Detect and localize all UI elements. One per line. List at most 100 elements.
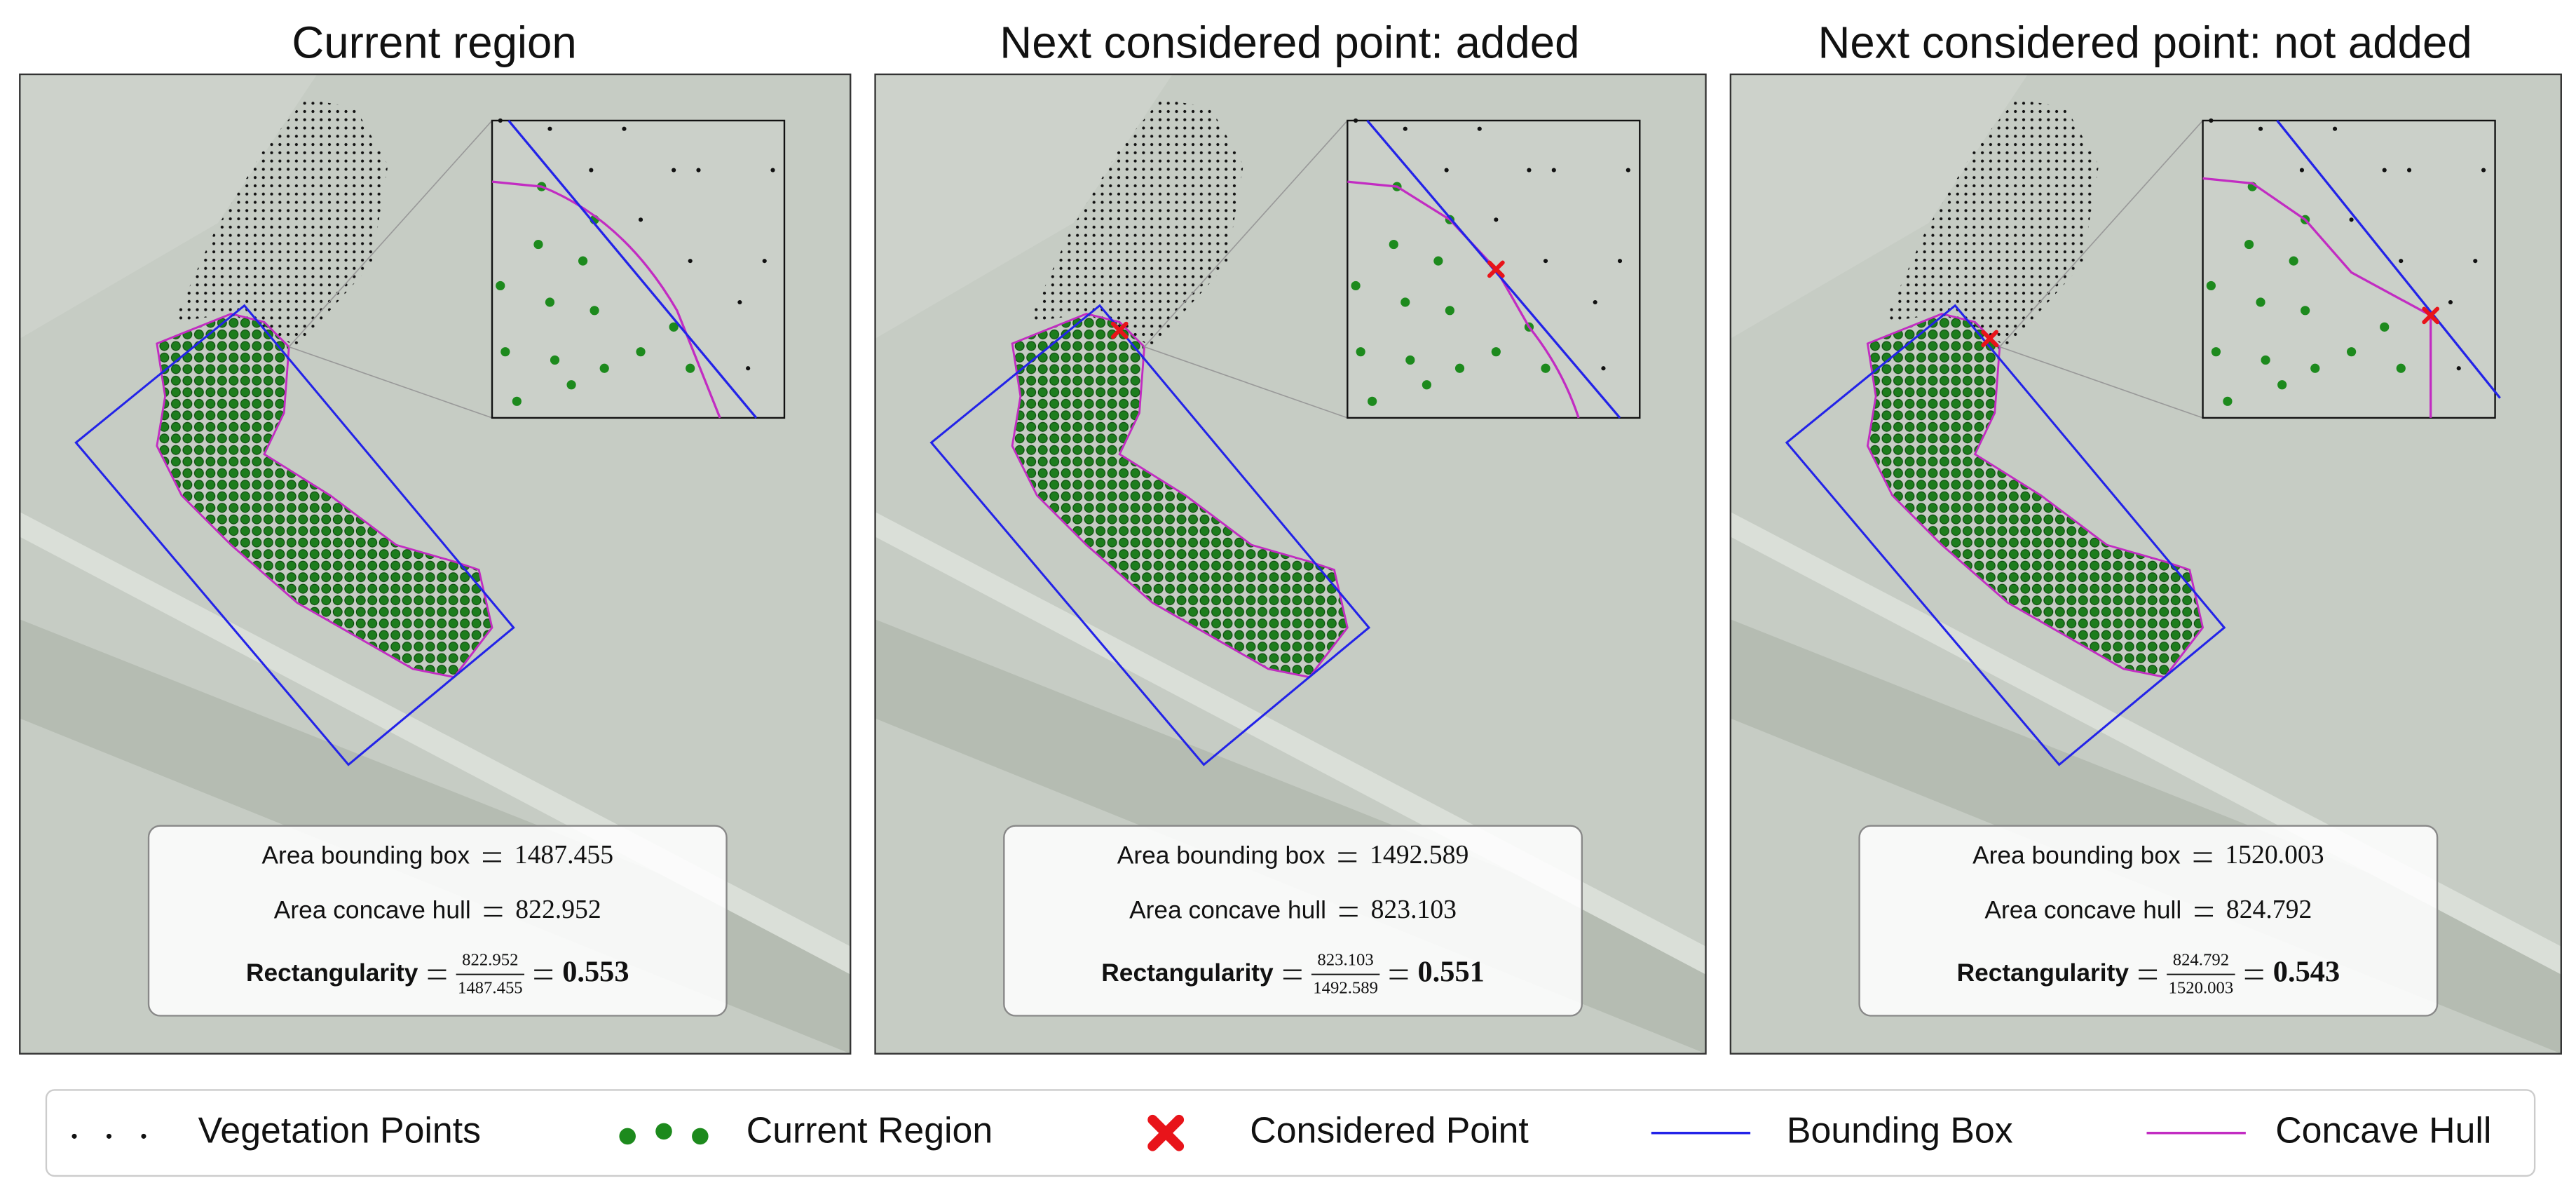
vegetation-point [2481, 168, 2486, 173]
connector [288, 346, 493, 419]
vegetation-point [696, 168, 701, 173]
region-point [1422, 380, 1431, 390]
region-point [1405, 355, 1415, 365]
concave-hull [491, 180, 721, 419]
region-point [2396, 363, 2406, 373]
region-point [590, 306, 599, 316]
connector [1143, 120, 1348, 348]
vegetation-point [1617, 259, 1623, 264]
region-point [550, 355, 560, 365]
vegetation-point [2473, 259, 2478, 264]
vegetation-cloud [1028, 99, 1243, 347]
vegetation-point [2399, 259, 2404, 264]
panel-title: Next considered point: not added [1818, 18, 2472, 68]
x-stroke [1110, 321, 1129, 339]
inset [491, 118, 786, 419]
connector [1999, 346, 2203, 419]
vegetation-point [688, 259, 693, 264]
field [875, 74, 1173, 339]
legend-frame [45, 1089, 2536, 1177]
rect-label: Rectangularity [246, 959, 418, 987]
region-point [1433, 256, 1443, 266]
region-point [1356, 347, 1365, 357]
vegetation-point [1444, 168, 1449, 173]
panel-frame [19, 73, 852, 1055]
info-value: 1520.003 [2225, 840, 2324, 870]
bounding-box [74, 304, 515, 766]
vegetation-point [1403, 126, 1408, 131]
connector [1999, 120, 2204, 348]
region-point [1445, 306, 1454, 316]
region-point [545, 297, 555, 307]
denominator: 1520.003 [2169, 978, 2234, 997]
considered-point [1981, 330, 1999, 348]
vegetation-cloud [1883, 99, 2099, 347]
bounding-box-edge [2276, 119, 2501, 399]
region-point [669, 322, 679, 332]
region-point [1351, 280, 1361, 291]
info-value: 1487.455 [514, 840, 613, 870]
region-point [1368, 396, 1377, 406]
considered-point [1110, 321, 1129, 339]
legend: Vegetation Points Current Region Considere… [45, 1089, 2536, 1177]
panel: Area bounding box 1487.455 Area concave hu… [19, 73, 852, 1055]
legend-label: Current Region [747, 1109, 993, 1150]
region-point [2211, 347, 2221, 357]
region-point [1454, 363, 1465, 373]
region-point [2206, 280, 2216, 291]
vegetation-point [1494, 217, 1499, 222]
info-label: Area bounding box [262, 842, 470, 870]
panel-title: Current region [292, 18, 576, 68]
vegetation-point [638, 217, 643, 222]
region-point [636, 347, 646, 357]
legend-label: Considered Point [1250, 1109, 1529, 1150]
denominator: 1492.589 [1313, 978, 1378, 997]
considered-point [1487, 260, 1505, 278]
field [20, 74, 318, 339]
field [1730, 74, 2028, 339]
inset [2202, 118, 2501, 419]
info-value: 824.792 [2226, 895, 2312, 924]
concave-hull [2202, 177, 2432, 418]
info-label: Area bounding box [1117, 842, 1326, 870]
region-point [2380, 322, 2390, 332]
panel-frame [874, 73, 1707, 1055]
vegetation-point [2332, 126, 2338, 131]
legend-label: Concave Hull [2275, 1109, 2491, 1150]
legend-label: Bounding Box [1787, 1109, 2013, 1150]
bounding-box [929, 304, 1371, 766]
numerator: 822.952 [462, 950, 518, 969]
legend-vegetation-marker [106, 1133, 112, 1139]
info-label: Area bounding box [1972, 842, 2181, 870]
vegetation-point [1626, 168, 1630, 173]
info-box [1858, 825, 2439, 1017]
region-point [2347, 347, 2357, 357]
legend-region-marker [655, 1123, 672, 1140]
vegetation-point [2349, 217, 2354, 222]
region-point [1401, 297, 1410, 307]
region-point [566, 380, 576, 390]
region-point [2289, 256, 2298, 266]
vegetation-point [2299, 168, 2305, 173]
x-stroke [1147, 1114, 1185, 1151]
region-point [2301, 306, 2310, 316]
vegetation-point [2258, 126, 2263, 131]
x-stroke [1981, 330, 1999, 348]
considered-point [2422, 306, 2440, 325]
region-point [496, 280, 505, 291]
region-point [500, 347, 510, 357]
x-stroke [1487, 260, 1505, 278]
connector [288, 120, 493, 348]
rect-result: 0.543 [2273, 955, 2340, 988]
denominator: 1487.455 [458, 978, 523, 997]
vegetation-point [1527, 168, 1532, 173]
vegetation-point [1601, 366, 1606, 371]
vegetation-point [1551, 168, 1556, 173]
region-point [2244, 239, 2254, 250]
info-box [1003, 825, 1583, 1017]
connector [1144, 346, 1348, 419]
vegetation-point [746, 366, 751, 371]
region-point [533, 239, 543, 250]
legend-vegetation-marker [71, 1133, 77, 1139]
